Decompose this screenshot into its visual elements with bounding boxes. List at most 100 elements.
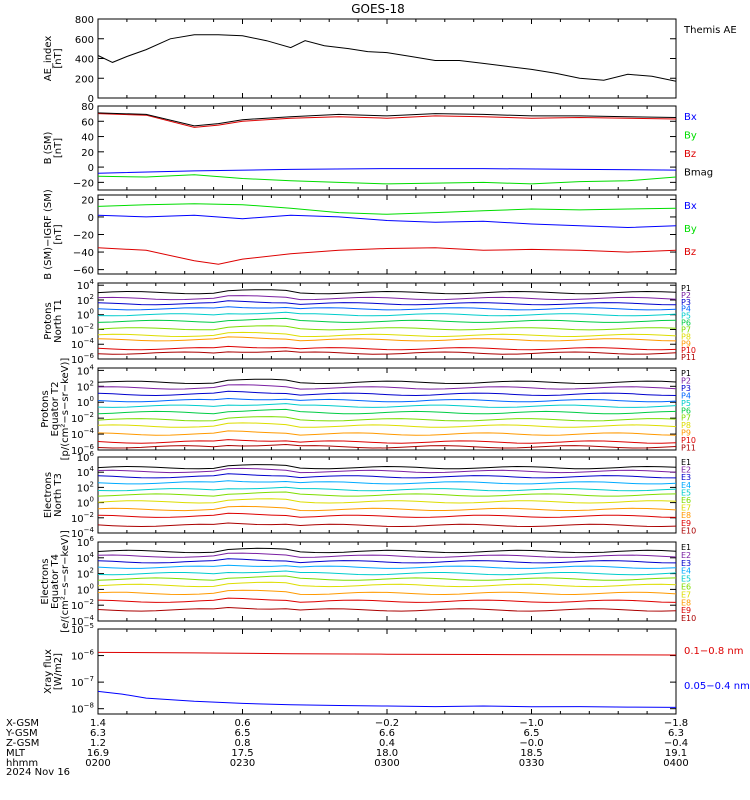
y-axis-label: [e/(cm²−s−sr−keV)]: [60, 530, 71, 633]
y-tick-exponent: −6: [84, 649, 95, 657]
panel-1: 0 200 400 600 800 AE_index [nT] Themis AE: [43, 15, 737, 105]
series-line-E2: [97, 467, 677, 474]
y-axis-label: Equator T2: [50, 382, 61, 437]
legend-E6: E6: [681, 496, 691, 505]
panel-frame: [97, 194, 677, 275]
series-line-P7: [97, 416, 677, 422]
panel-8: 10−5 10−6 10−7 10−8 Xray flux [W/m2] 0.1−0.8 n…: [43, 622, 750, 716]
ephemeris-value: −1.8: [664, 718, 688, 729]
legend-0.1−0.8 nm: 0.1−0.8 nm: [684, 646, 743, 657]
y-axis-label: B (SM)−IGRF (SM): [43, 189, 54, 280]
y-axis-label: North T1: [53, 299, 64, 343]
y-axis-label: Xray flux: [43, 649, 54, 694]
series-line-E6: [97, 575, 677, 581]
y-tick-label: −60: [73, 266, 94, 277]
series-line-P1: [97, 289, 677, 295]
y-tick-exponent: −8: [84, 702, 94, 710]
legend-E5: E5: [681, 488, 691, 497]
y-tick-exponent: 6: [90, 535, 95, 543]
y-tick-label: 10−6: [71, 649, 95, 663]
legend-E10: E10: [681, 526, 696, 535]
y-tick-label: 102: [77, 293, 94, 307]
legend-P5: P5: [681, 312, 691, 321]
ephemeris-value: 6.3: [90, 728, 106, 739]
legend-By: By: [684, 131, 697, 142]
y-tick-exponent: 2: [90, 480, 94, 488]
series-line-Themis AE: [97, 34, 677, 82]
series-line-P6: [97, 408, 677, 415]
series-line-Bmag: [97, 112, 677, 127]
panel-frame: [97, 367, 677, 451]
ephemeris-value: 0.4: [379, 738, 395, 749]
ephemeris-value: −1.0: [519, 718, 543, 729]
series-line-E1: [97, 547, 677, 554]
series-line-By: [97, 203, 677, 215]
series-line-E10: [97, 522, 677, 528]
y-tick-label: −20: [73, 178, 94, 189]
series-line-P3: [97, 390, 677, 397]
ephemeris-value: 6.3: [668, 728, 684, 739]
y-tick-label: 10−5: [71, 622, 94, 636]
series-line-E7: [97, 581, 677, 588]
series-line-P2: [97, 384, 677, 390]
y-tick-label: 104: [77, 465, 95, 479]
y-axis-label: Equator T4: [50, 554, 61, 609]
y-tick-exponent: 4: [90, 278, 95, 286]
y-tick-exponent: −2: [84, 598, 94, 606]
ephemeris-value: 1.2: [90, 738, 106, 749]
ephemeris-value: −0.0: [519, 738, 543, 749]
series-line-E3: [97, 473, 677, 479]
legend-E4: E4: [681, 567, 691, 576]
ephemeris-value: 0.8: [235, 738, 251, 749]
series-line-By: [97, 174, 677, 185]
ephemeris-row-label: Y-GSM: [5, 728, 38, 739]
y-tick-label: 200: [75, 74, 94, 85]
panel-3: −60 −40 −20 0 20 B (SM)−IGRF (SM) [nT] Bx By Bz: [43, 189, 697, 280]
y-tick-label: 60: [81, 117, 94, 128]
series-line-P11: [97, 350, 677, 355]
legend-P10: P10: [681, 346, 696, 355]
y-tick-label: 800: [75, 15, 94, 26]
legend-Bmag: Bmag: [684, 168, 713, 179]
series-line-P1: [97, 378, 677, 385]
ephemeris-row-label: MLT: [6, 748, 26, 759]
legend-P11: P11: [681, 353, 696, 362]
y-tick-exponent: −2: [84, 511, 94, 519]
y-tick-label: 600: [75, 35, 94, 46]
y-tick-exponent: −6: [84, 443, 95, 451]
series-line-P7: [97, 325, 677, 331]
y-axis-label: [p/(cm²−s−sr−keV)]: [60, 358, 71, 461]
legend-E2: E2: [681, 551, 691, 560]
y-axis-label: [W/m2]: [53, 653, 64, 690]
panel-frame: [97, 628, 677, 715]
series-line-0.1−0.8 nm: [97, 651, 677, 656]
legend-E3: E3: [681, 473, 691, 482]
y-tick-exponent: −4: [84, 614, 95, 622]
legend-P6: P6: [681, 319, 691, 328]
y-tick-exponent: −4: [84, 526, 95, 534]
series-line-P8: [97, 422, 677, 428]
ephemeris-row-label: Z-GSM: [6, 738, 39, 749]
series-line-E9: [97, 597, 677, 603]
legend-P3: P3: [681, 384, 691, 393]
ephemeris-value: 16.9: [87, 748, 109, 759]
ephemeris-value: 19.1: [665, 748, 687, 759]
legend-Bz: Bz: [684, 247, 696, 258]
legend-E1: E1: [681, 458, 691, 467]
y-tick-exponent: 4: [90, 551, 95, 559]
series-line-P5: [97, 403, 677, 408]
legend-0.05−0.4 nm: 0.05−0.4 nm: [684, 681, 750, 692]
legend-P1: P1: [681, 369, 691, 378]
ephemeris-table: X-GSMY-GSMZ-GSMMLThhmm1.46.31.216.902000…: [5, 718, 689, 769]
y-axis-label: [nT]: [53, 48, 64, 68]
y-tick-label: 102: [77, 379, 94, 393]
y-tick-exponent: 2: [90, 567, 94, 575]
y-tick-exponent: 6: [90, 450, 95, 458]
y-tick-exponent: 4: [90, 363, 95, 371]
y-tick-label: 104: [77, 363, 95, 377]
y-tick-label: −20: [73, 231, 94, 242]
legend-By: By: [684, 224, 697, 235]
